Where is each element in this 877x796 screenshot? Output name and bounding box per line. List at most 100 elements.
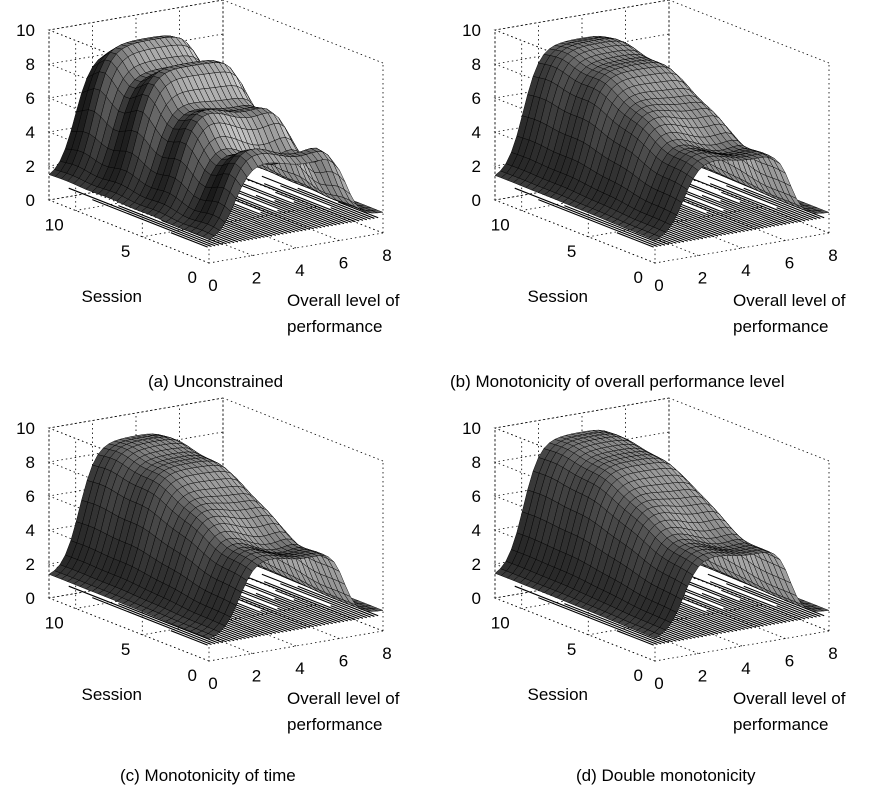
floor-stripe — [707, 175, 817, 220]
x-axis-label: performance — [287, 715, 382, 734]
y-tick-label: 5 — [121, 640, 130, 659]
x-axis-label: performance — [287, 317, 382, 336]
floor-stripe — [68, 585, 216, 645]
floor-stripe — [743, 585, 821, 617]
floor-stripe — [118, 603, 220, 644]
y-tick-label: 0 — [634, 666, 643, 685]
grid-line — [47, 397, 224, 492]
z-tick-label: 6 — [26, 487, 35, 506]
x-tick-label: 4 — [741, 659, 750, 678]
floor-stripe — [274, 598, 337, 624]
z-tick-label: 4 — [472, 123, 481, 142]
floor-stripe — [274, 200, 337, 226]
grid-line — [668, 397, 830, 462]
floor-stripe — [275, 191, 352, 223]
y-tick-label: 0 — [188, 666, 197, 685]
floor-stripe — [260, 609, 307, 629]
floor-stripe — [776, 605, 810, 619]
floor-stripe — [263, 581, 360, 620]
surface-mesh — [494, 429, 830, 639]
z-tick-label: 0 — [26, 191, 35, 210]
floor-stripe — [686, 574, 802, 621]
y-axis-label: Session — [528, 685, 588, 704]
x-tick-label: 4 — [741, 261, 750, 280]
floor-stripe — [616, 630, 654, 646]
floor-stripe — [330, 605, 364, 619]
floor-stripe — [739, 201, 795, 224]
floor-stripe — [338, 201, 379, 219]
x-tick-label: 4 — [295, 261, 304, 280]
grid-line — [47, 33, 224, 128]
z-tick-label: 2 — [472, 555, 481, 574]
floor-stripe — [564, 603, 666, 644]
z-tick-label: 0 — [472, 589, 481, 608]
grid-line — [208, 491, 384, 662]
surface-face — [817, 607, 830, 612]
y-tick-label: 0 — [188, 268, 197, 287]
y-tick-label: 10 — [45, 614, 64, 633]
floor-stripe — [232, 179, 345, 225]
grid-line — [654, 93, 830, 264]
z-tick-label: 10 — [462, 419, 481, 438]
floor-stripe — [514, 585, 662, 645]
grid-line — [222, 397, 384, 462]
grid-line — [47, 431, 224, 526]
floor-stripe — [721, 191, 798, 223]
floor-stripe — [240, 176, 356, 223]
y-tick-label: 10 — [491, 216, 510, 235]
grid-line — [48, 30, 210, 264]
x-tick-label: 6 — [339, 652, 348, 671]
panel-b: 0 2 4 6 8 10 0 5 10 0 2 4 6 8 Session Overall level of p… — [446, 0, 877, 398]
grid-line — [493, 397, 670, 492]
z-tick-label: 8 — [472, 55, 481, 74]
surface-plot-b: 0 2 4 6 8 10 0 5 10 0 2 4 6 8 Session Overall level of p… — [462, 0, 846, 336]
floor-stripe — [224, 178, 341, 225]
z-tick-label: 8 — [26, 453, 35, 472]
z-tick-label: 0 — [472, 191, 481, 210]
grid-line — [141, 464, 317, 636]
floor-stripe — [261, 175, 371, 220]
grid-line — [493, 465, 670, 560]
floor-stripe — [709, 581, 806, 620]
x-tick-label: 8 — [828, 644, 837, 663]
floor-stripe — [170, 630, 208, 646]
floor-stripe — [92, 199, 212, 248]
z-tick-label: 2 — [26, 157, 35, 176]
x-axis-label: performance — [733, 715, 828, 734]
grid-line — [47, 67, 224, 162]
floor-stripe — [260, 211, 307, 231]
x-tick-label: 2 — [698, 667, 707, 686]
grid-line — [654, 491, 830, 662]
grid-line — [668, 0, 830, 64]
y-tick-label: 5 — [567, 640, 576, 659]
z-tick-label: 8 — [472, 453, 481, 472]
x-axis-label: Overall level of — [287, 689, 400, 708]
floor-stripe — [277, 209, 322, 229]
panel-c: 0 2 4 6 8 10 0 5 10 0 2 4 6 8 Session Overall level of p… — [0, 397, 438, 796]
grid-line — [493, 135, 670, 230]
z-tick-label: 6 — [472, 487, 481, 506]
floor-stripe — [232, 577, 345, 623]
panel-a: 0 2 4 6 8 10 0 5 10 0 2 4 6 8 Session Overall level of p… — [0, 0, 438, 398]
x-tick-label: 8 — [382, 246, 391, 265]
grid-line — [47, 0, 224, 94]
floor-stripe — [667, 617, 711, 636]
z-tick-label: 4 — [26, 123, 35, 142]
floor-stripe — [297, 585, 375, 617]
tick-labels: 0 2 4 6 8 10 0 5 10 0 2 4 6 8 — [462, 21, 838, 295]
x-tick-label: 4 — [295, 659, 304, 678]
floor-stripe — [275, 589, 352, 621]
floor-stripe — [280, 185, 368, 221]
floor-stripe — [538, 199, 658, 248]
floor-stripe — [707, 573, 817, 618]
x-tick-label: 0 — [208, 674, 217, 693]
floor-stripe — [670, 576, 787, 623]
floor-stripe — [538, 597, 658, 646]
surface-face — [371, 607, 384, 612]
grid-line — [222, 0, 384, 64]
y-tick-label: 10 — [491, 614, 510, 633]
surface-mesh — [48, 35, 384, 240]
floor-stripe — [706, 609, 753, 629]
floor-stripe — [240, 574, 356, 621]
